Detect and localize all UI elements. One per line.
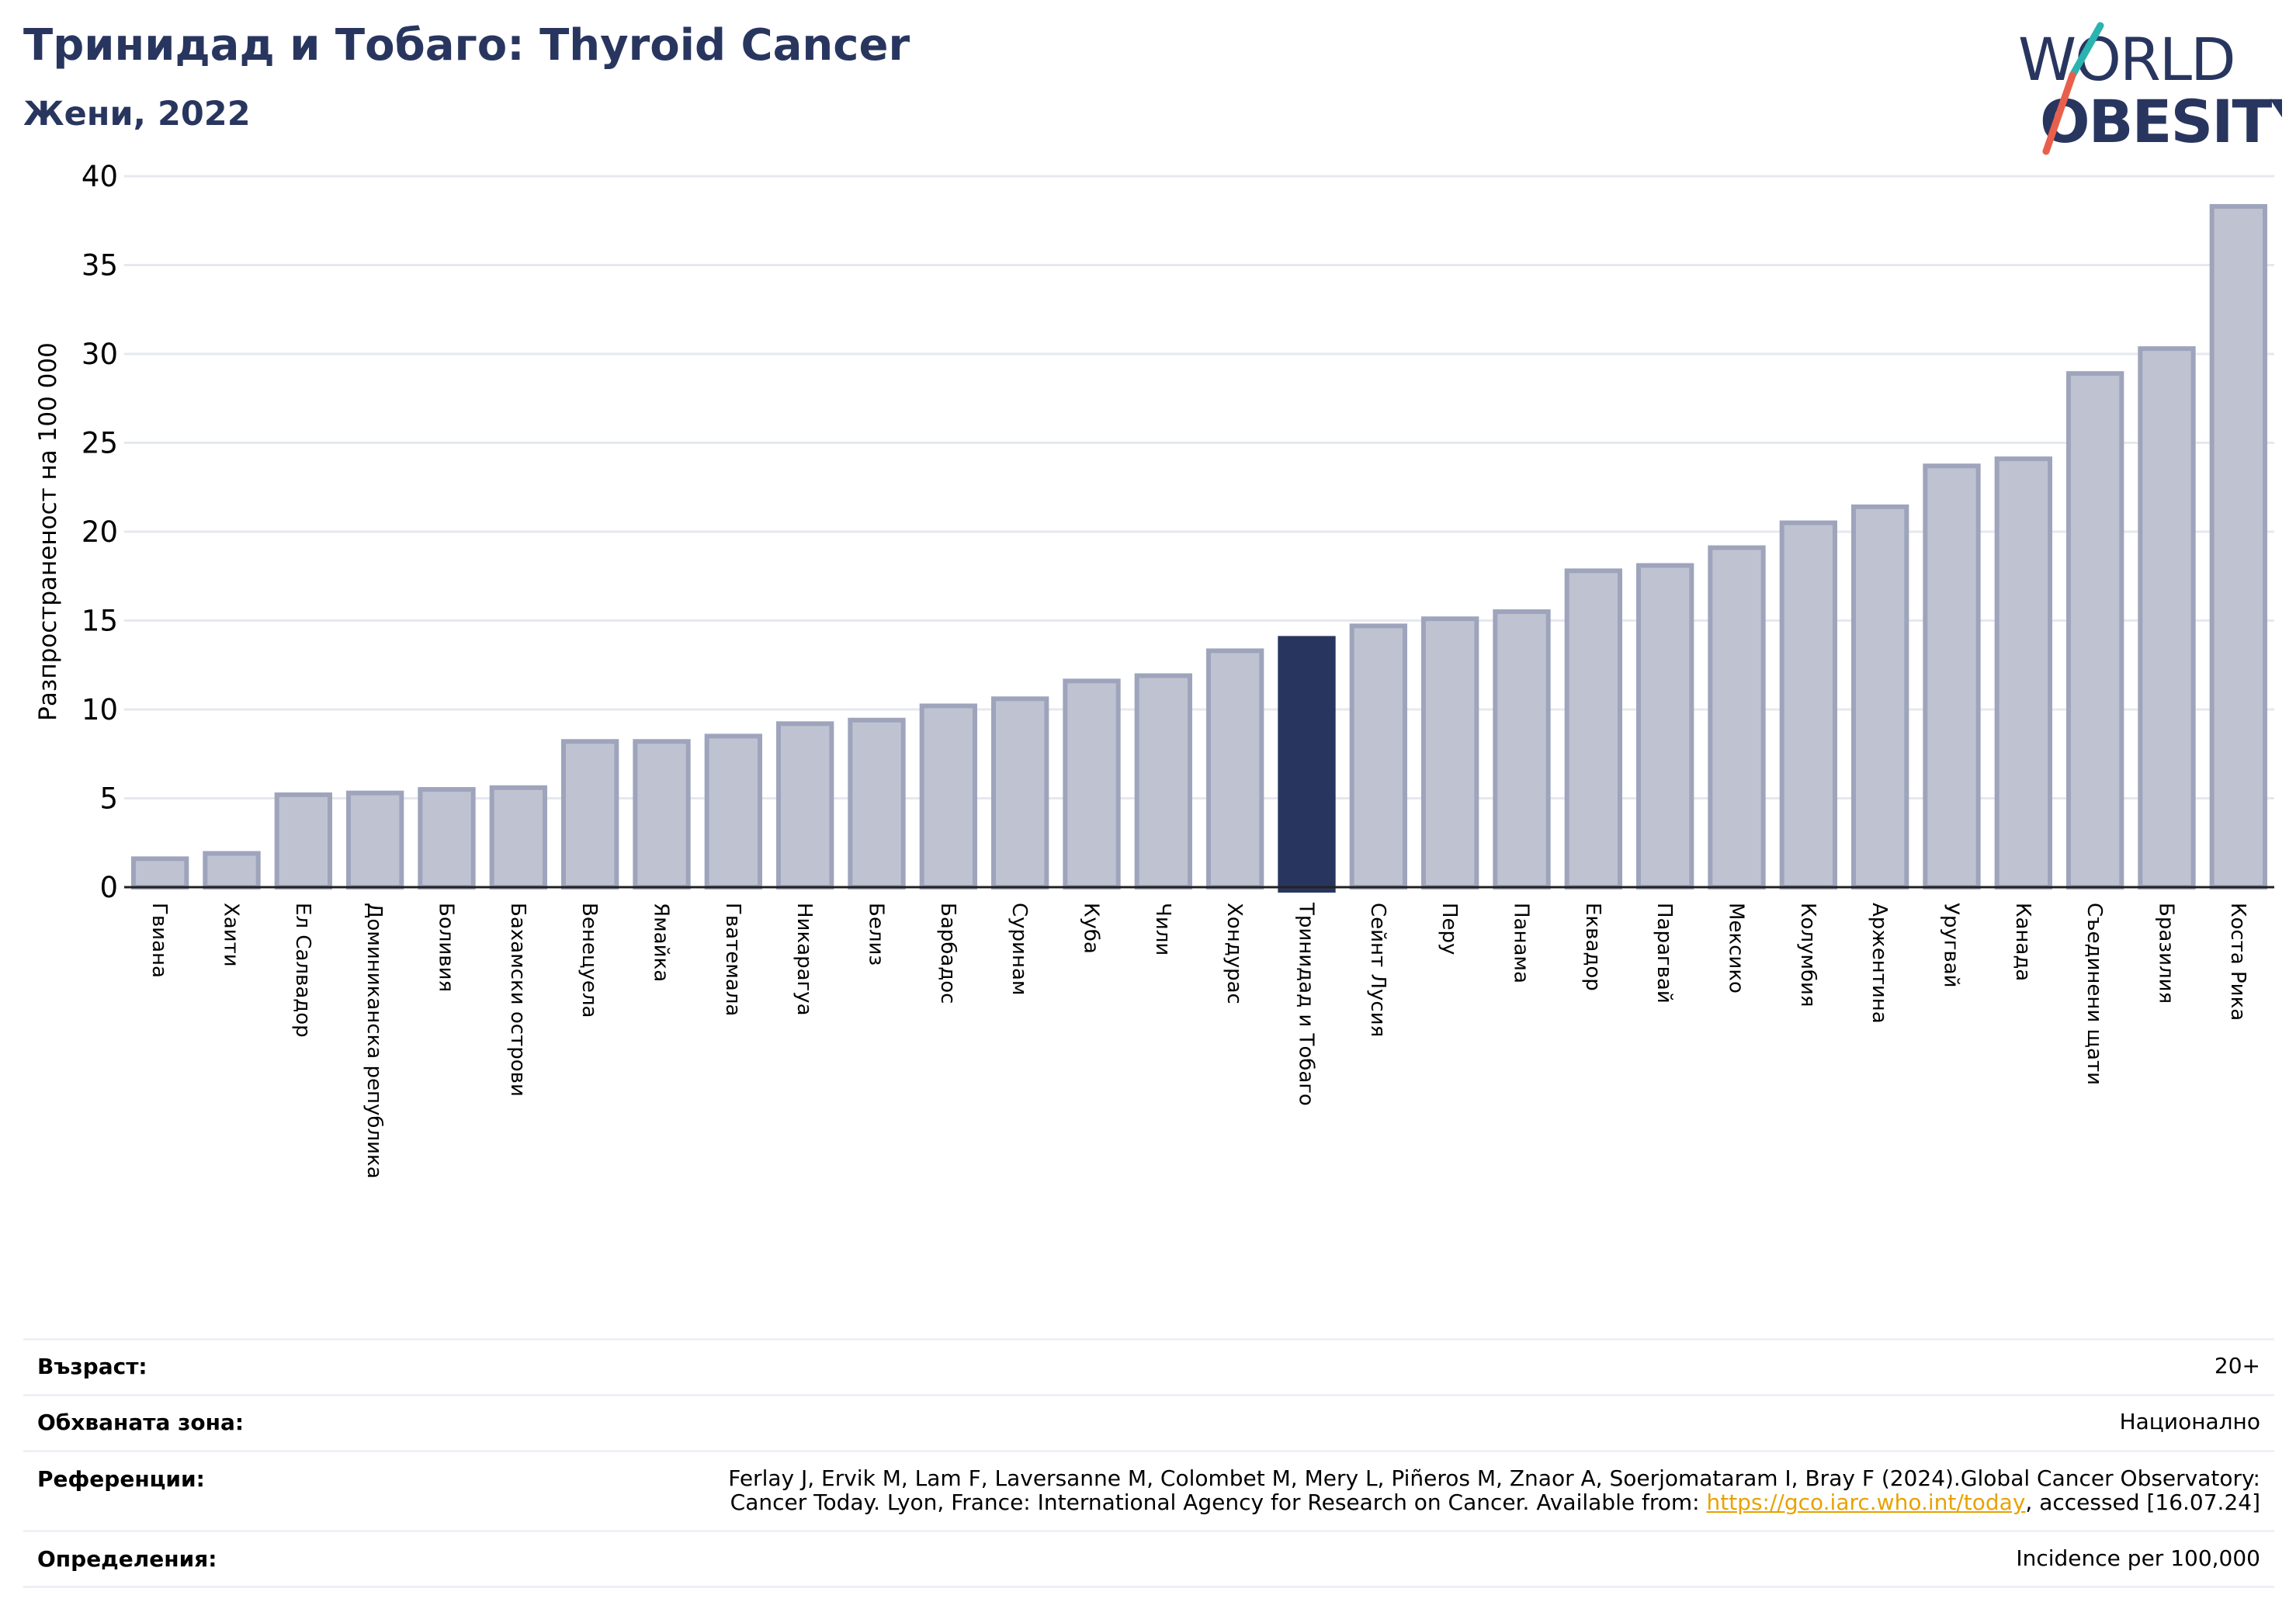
bar	[1564, 568, 1622, 890]
reference-line1: Ferlay J, Ervik M, Lam F, Laversanne M, …	[728, 1465, 2260, 1491]
footer-label-references: Референции:	[37, 1466, 205, 1492]
footer-value-area: Национално	[2119, 1409, 2260, 1434]
x-tick-label: Панама	[1510, 903, 1533, 983]
y-tick-label: 25	[82, 427, 118, 460]
bar	[1063, 678, 1121, 890]
bars	[124, 203, 2274, 893]
y-tick-label: 5	[99, 782, 118, 816]
reference-line2: Cancer Today. Lyon, France: Internationa…	[553, 1490, 2260, 1514]
footer-row-area: Обхваната зона: Национално	[23, 1394, 2274, 1450]
y-tick-label: 40	[82, 160, 118, 193]
reference-link[interactable]: https://gco.iarc.who.int/today	[1706, 1489, 2026, 1515]
x-tick-label: Гватемала	[721, 903, 744, 1016]
reference-line2-pre: Cancer Today. Lyon, France: Internationa…	[730, 1489, 1707, 1515]
x-tick-label: Чили	[1151, 903, 1174, 955]
x-tick-label: Ел Салвадор	[291, 903, 314, 1038]
footer-value-definitions: Incidence per 100,000	[2016, 1545, 2260, 1571]
x-tick-label: Уругвай	[1940, 903, 1963, 988]
bar	[848, 717, 906, 890]
x-tick-label: Парагвай	[1653, 903, 1676, 1004]
x-tick-label: Колумбия	[1796, 903, 1819, 1007]
bar	[2138, 346, 2196, 890]
bar	[776, 721, 834, 890]
x-tick-label: Бразилия	[2155, 903, 2178, 1004]
footer-row-references: Референции: Ferlay J, Ervik M, Lam F, La…	[23, 1450, 2274, 1530]
bar	[1851, 504, 1909, 890]
page-subtitle: Жени, 2022	[23, 95, 251, 134]
bar	[1206, 648, 1264, 890]
bar	[1349, 623, 1407, 890]
x-tick-label: Аржентина	[1868, 903, 1891, 1024]
bar	[919, 703, 977, 890]
x-tick-label: Мексико	[1725, 903, 1748, 994]
y-axis-ticks: 0 5 10 15 20 25 30 35 40	[82, 160, 118, 904]
bar	[1923, 463, 1981, 890]
y-tick-label: 15	[82, 605, 118, 638]
x-axis-labels: Гвиана Хаити Ел Салвадор Доминиканска репуб…	[147, 902, 2249, 1179]
y-tick-label: 35	[82, 249, 118, 283]
y-tick-label: 0	[99, 871, 118, 904]
bar-highlighted	[1278, 636, 1336, 893]
bar	[1134, 673, 1192, 890]
bar	[1779, 520, 1837, 890]
bar	[346, 790, 404, 890]
footer-row-age: Възраст: 20+	[23, 1338, 2274, 1394]
bar	[1421, 616, 1479, 890]
x-tick-label: Белиз	[865, 903, 888, 966]
footer-value-references: Ferlay J, Ervik M, Lam F, Laversanne M, …	[553, 1466, 2260, 1514]
logo-slash-bottom	[2042, 71, 2076, 155]
bar	[1636, 563, 1694, 890]
bar	[704, 733, 762, 890]
x-tick-label: Суринам	[1008, 903, 1031, 996]
x-tick-label: Съединени щати	[2083, 903, 2106, 1085]
x-tick-label: Еквадор	[1581, 903, 1604, 991]
bar	[2209, 203, 2267, 890]
bar	[991, 696, 1049, 890]
world-obesity-logo: WORLD OBESITY	[2018, 22, 2282, 156]
bar	[489, 785, 547, 890]
x-tick-label: Барбадос	[936, 903, 959, 1004]
footer-row-definitions: Определения: Incidence per 100,000	[23, 1530, 2274, 1588]
bar	[274, 792, 332, 890]
y-tick-label: 30	[82, 338, 118, 371]
x-tick-label: Сейнт Лусия	[1366, 903, 1389, 1037]
page-title: Тринидад и Тобаго: Thyroid Cancer	[23, 20, 910, 71]
bar	[418, 787, 476, 890]
y-tick-label: 20	[82, 515, 118, 549]
x-tick-label: Хондурас	[1223, 903, 1246, 1004]
chart-metadata-table: Възраст: 20+ Обхваната зона: Национално …	[23, 1338, 2274, 1588]
x-tick-label: Никарагуа	[793, 903, 816, 1016]
bar	[131, 856, 189, 890]
x-tick-label: Доминиканска република	[362, 903, 386, 1179]
reference-line2-post: , accessed [16.07.24]	[2025, 1489, 2260, 1515]
footer-label-age: Възраст:	[37, 1354, 147, 1379]
x-tick-label: Ямайка	[650, 903, 673, 982]
bar	[1994, 456, 2052, 890]
x-tick-label: Бахамски острови	[506, 903, 529, 1097]
bar	[203, 851, 261, 890]
x-tick-label: Хаити	[220, 903, 243, 967]
x-tick-label: Куба	[1080, 903, 1103, 954]
x-tick-label: Гвиана	[147, 903, 171, 978]
x-tick-label: Боливия	[435, 903, 458, 992]
y-axis-label: Разпространеност на 100 000	[34, 342, 62, 721]
x-tick-label: Тринидад и Тобаго	[1295, 902, 1318, 1106]
footer-label-definitions: Определения:	[37, 1546, 217, 1572]
bar	[2066, 371, 2124, 890]
bar	[1708, 545, 1766, 890]
logo-slash-top	[2069, 22, 2104, 79]
x-tick-label: Канада	[2011, 903, 2034, 981]
x-tick-label: Коста Рика	[2226, 903, 2249, 1021]
logo-line1: WORLD	[2018, 25, 2235, 94]
bar	[633, 739, 691, 890]
bar	[561, 739, 619, 890]
logo-line2: OBESITY	[2040, 87, 2282, 156]
footer-label-area: Обхваната зона:	[37, 1410, 245, 1435]
y-tick-label: 10	[82, 693, 118, 727]
bar	[1493, 609, 1551, 890]
bar-chart: 0 5 10 15 20 25 30 35 40 Гвиана Хаити Ел Салвадор Д…	[34, 160, 2274, 1179]
x-tick-label: Венецуела	[577, 903, 601, 1018]
footer-value-age: 20+	[2214, 1353, 2260, 1379]
x-tick-label: Перу	[1438, 903, 1461, 955]
